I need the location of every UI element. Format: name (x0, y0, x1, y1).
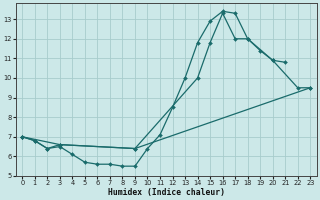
X-axis label: Humidex (Indice chaleur): Humidex (Indice chaleur) (108, 188, 225, 197)
